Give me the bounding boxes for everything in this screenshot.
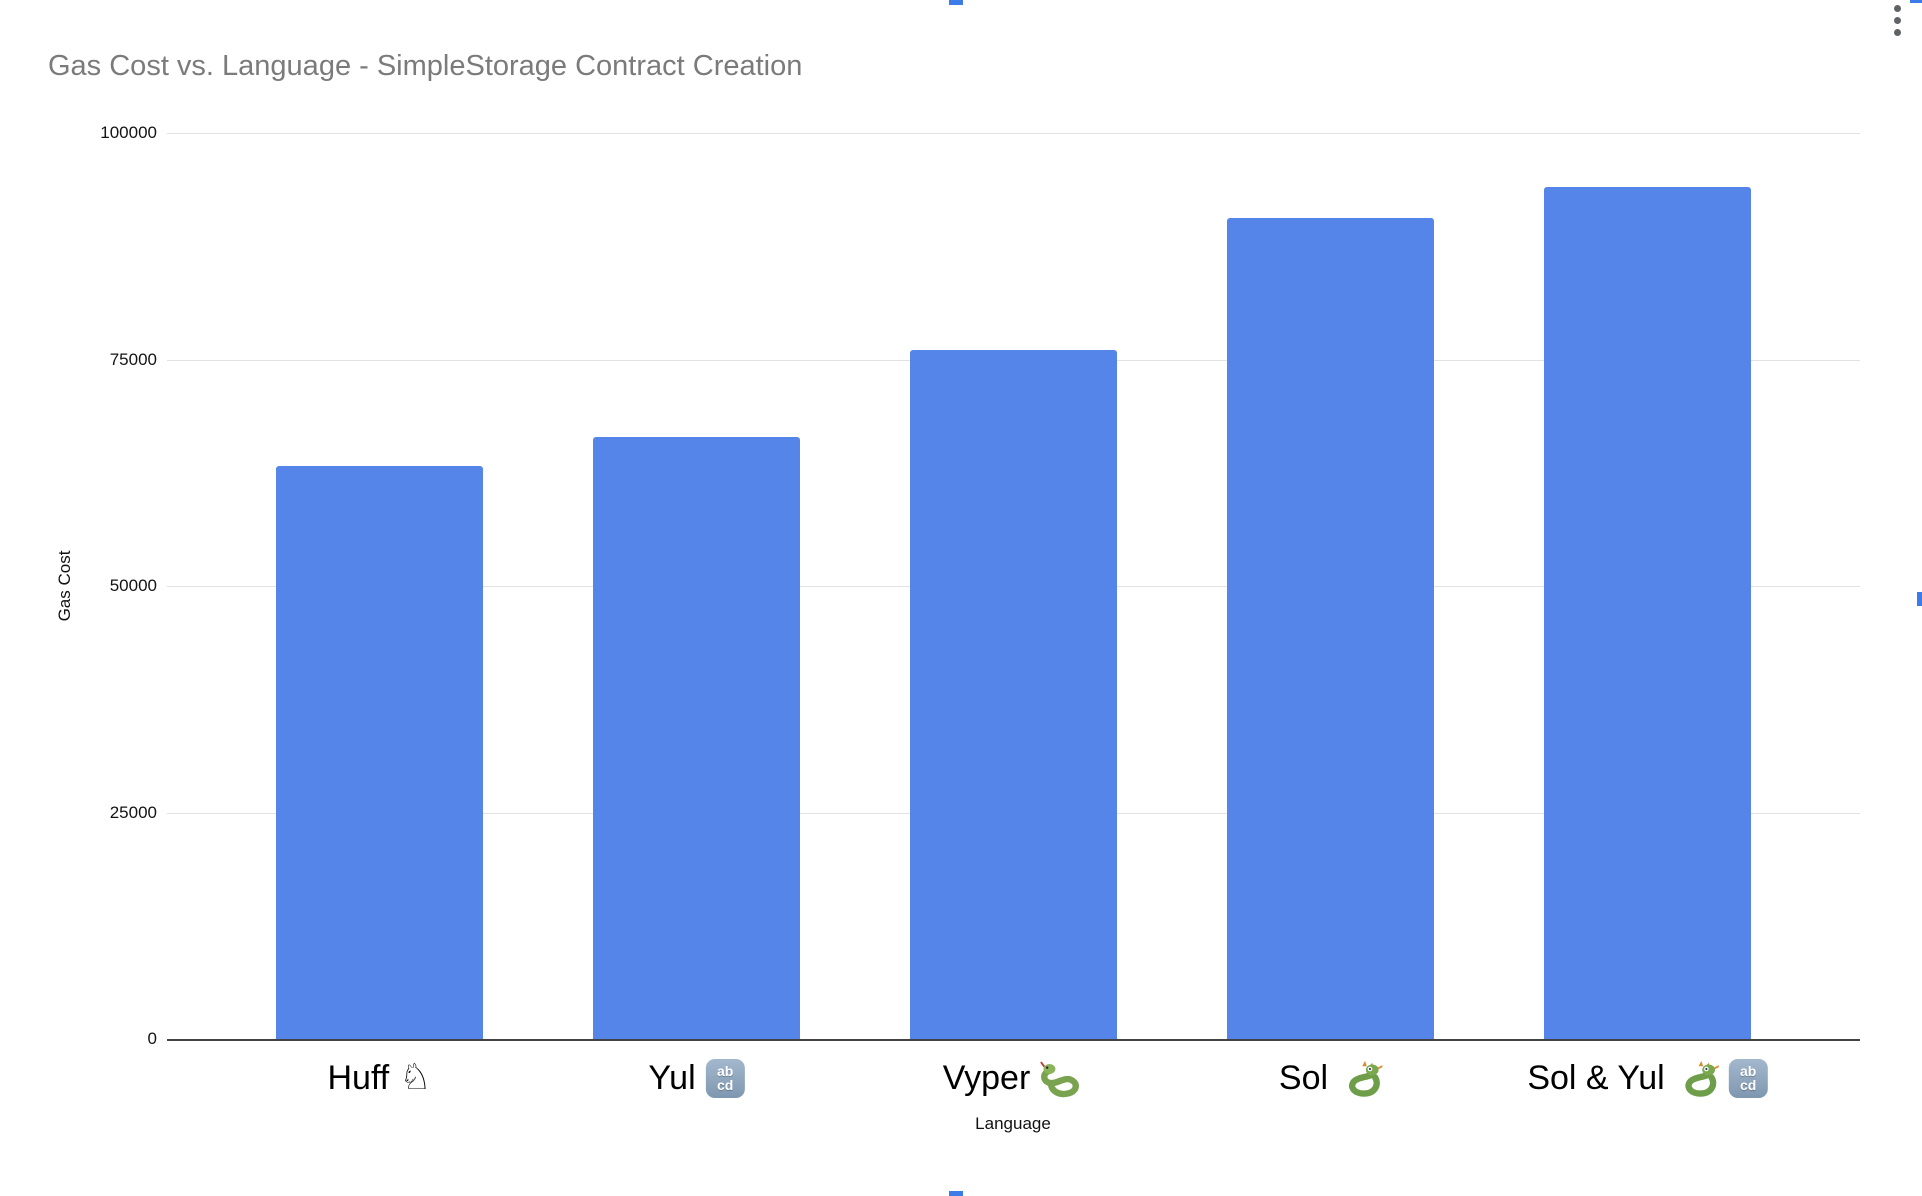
- x-category-label-text: Yul: [648, 1058, 696, 1097]
- bar-sol[interactable]: [1227, 218, 1434, 1039]
- y-axis-tick-label: 25000: [109, 802, 157, 822]
- snake-icon: [1040, 1057, 1084, 1098]
- chart-options-menu-button[interactable]: [1886, 5, 1908, 45]
- y-axis-tick-label: 100000: [100, 123, 157, 142]
- y-axis-tick-label: 0: [147, 1029, 157, 1048]
- x-category-label-text: Huff: [327, 1058, 390, 1097]
- y-axis-tick-label: 75000: [109, 349, 157, 369]
- selection-handle-bottom[interactable]: [949, 1191, 963, 1196]
- dragon-icon: [1675, 1057, 1719, 1098]
- y-axis-tick-label: 50000: [109, 576, 157, 595]
- chart-title: Gas Cost vs. Language - SimpleStorage Co…: [48, 50, 803, 82]
- selection-handle-top-right[interactable]: [1910, 0, 1922, 3]
- x-category-label: Vyper: [943, 1052, 1085, 1104]
- x-axis-line: [167, 1039, 1860, 1041]
- kebab-menu-icon: [1893, 5, 1901, 12]
- bar-yul[interactable]: [593, 437, 800, 1039]
- x-axis-title: Language: [975, 1114, 1051, 1133]
- x-category-label-text: Vyper: [942, 1058, 1031, 1097]
- abcd-input-icon: ab cd: [1728, 1058, 1768, 1098]
- x-category-label-text: Sol & Yul: [1527, 1058, 1665, 1097]
- chess-knight-icon: ♘: [399, 1057, 432, 1098]
- gridline: [167, 133, 1860, 134]
- x-category-label: Sol & Yul ab cd: [1527, 1052, 1768, 1104]
- kebab-menu-icon: [1893, 17, 1901, 24]
- plot-area: [167, 133, 1860, 1041]
- selection-handle-right[interactable]: [1917, 592, 1922, 606]
- kebab-menu-icon: [1893, 29, 1901, 36]
- bar-sol-yul[interactable]: [1544, 187, 1751, 1039]
- y-axis-title: Gas Cost: [55, 550, 74, 622]
- selection-handle-top[interactable]: [949, 0, 963, 5]
- bar-huff[interactable]: [276, 465, 483, 1039]
- dragon-icon: [1338, 1057, 1383, 1098]
- x-category-label-text: Sol: [1278, 1058, 1329, 1097]
- bar-vyper[interactable]: [910, 349, 1117, 1039]
- abcd-input-icon: ab cd: [705, 1058, 745, 1098]
- x-category-label: Sol: [1278, 1052, 1383, 1104]
- x-category-label: Huff ♘: [327, 1052, 431, 1104]
- x-category-label: Yul ab cd: [648, 1052, 745, 1104]
